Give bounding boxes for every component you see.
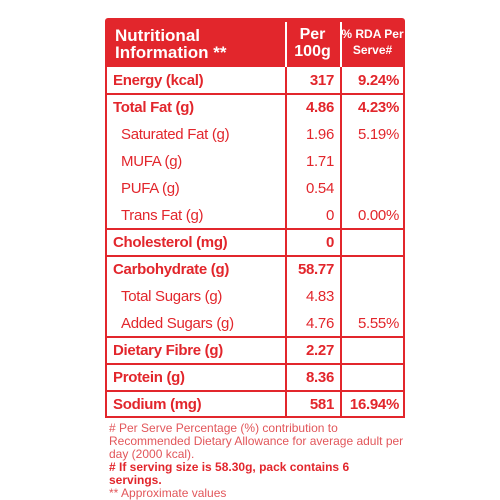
header-bg — [105, 18, 405, 67]
nutrient-name: Energy (kcal) — [113, 72, 204, 89]
per-100g: 0 — [325, 234, 334, 251]
nutrient-name: Trans Fat (g) — [121, 207, 204, 224]
per-100g: 58.77 — [297, 261, 334, 278]
per-100g: 4.76 — [306, 315, 334, 332]
header-text: Information ** — [115, 43, 227, 62]
per-100g: 1.96 — [306, 126, 334, 143]
rda: 16.94% — [349, 396, 399, 413]
row-line — [105, 255, 405, 257]
header-divider — [340, 22, 342, 67]
row-line — [105, 363, 405, 365]
row-line — [105, 390, 405, 392]
rda: 5.19% — [357, 126, 399, 143]
nutrient-name: Sodium (mg) — [113, 396, 202, 413]
per-100g: 581 — [309, 396, 334, 413]
nutrient-name: PUFA (g) — [121, 180, 180, 197]
per-100g: 1.71 — [306, 153, 334, 170]
nutrient-name: Dietary Fibre (g) — [113, 342, 223, 359]
column-line — [285, 67, 287, 418]
nutrient-name: Carbohydrate (g) — [113, 261, 230, 278]
nutrient-name: Total Sugars (g) — [121, 288, 223, 305]
header-text: Nutritional — [115, 26, 200, 45]
header-text: Per — [299, 26, 326, 43]
per-100g: 4.86 — [306, 99, 334, 116]
rda: 0.00% — [357, 207, 399, 224]
per-100g: 4.83 — [306, 288, 334, 305]
row-line — [105, 336, 405, 338]
row-line — [105, 228, 405, 230]
per-100g: 8.36 — [306, 369, 334, 386]
nutrient-name: Protein (g) — [113, 369, 185, 386]
header-divider — [285, 22, 287, 67]
per-100g: 0.54 — [306, 180, 334, 197]
footnote: ** Approximate values — [109, 486, 227, 500]
rda: 4.23% — [357, 99, 399, 116]
table-border — [105, 67, 405, 418]
nutrient-name: Added Sugars (g) — [121, 315, 234, 332]
header-text: % RDA Per — [341, 27, 404, 41]
nutrient-name: Cholesterol (mg) — [113, 234, 228, 251]
nutrient-name: Total Fat (g) — [113, 99, 194, 116]
nutrient-name: Saturated Fat (g) — [121, 126, 230, 143]
footnote: # Per Serve Percentage (%) contribution … — [109, 421, 404, 461]
per-100g: 0 — [325, 207, 334, 224]
column-line — [340, 67, 342, 418]
row-line — [105, 93, 405, 95]
header-text: Serve# — [352, 43, 393, 57]
per-100g: 2.27 — [306, 342, 334, 359]
rda: 9.24% — [357, 72, 399, 89]
rda: 5.55% — [357, 315, 399, 332]
nutrient-name: MUFA (g) — [121, 153, 182, 170]
per-100g: 317 — [309, 72, 334, 89]
footnote: # If serving size is 58.30g, pack contai… — [109, 460, 350, 487]
header-text: 100g — [294, 43, 331, 60]
